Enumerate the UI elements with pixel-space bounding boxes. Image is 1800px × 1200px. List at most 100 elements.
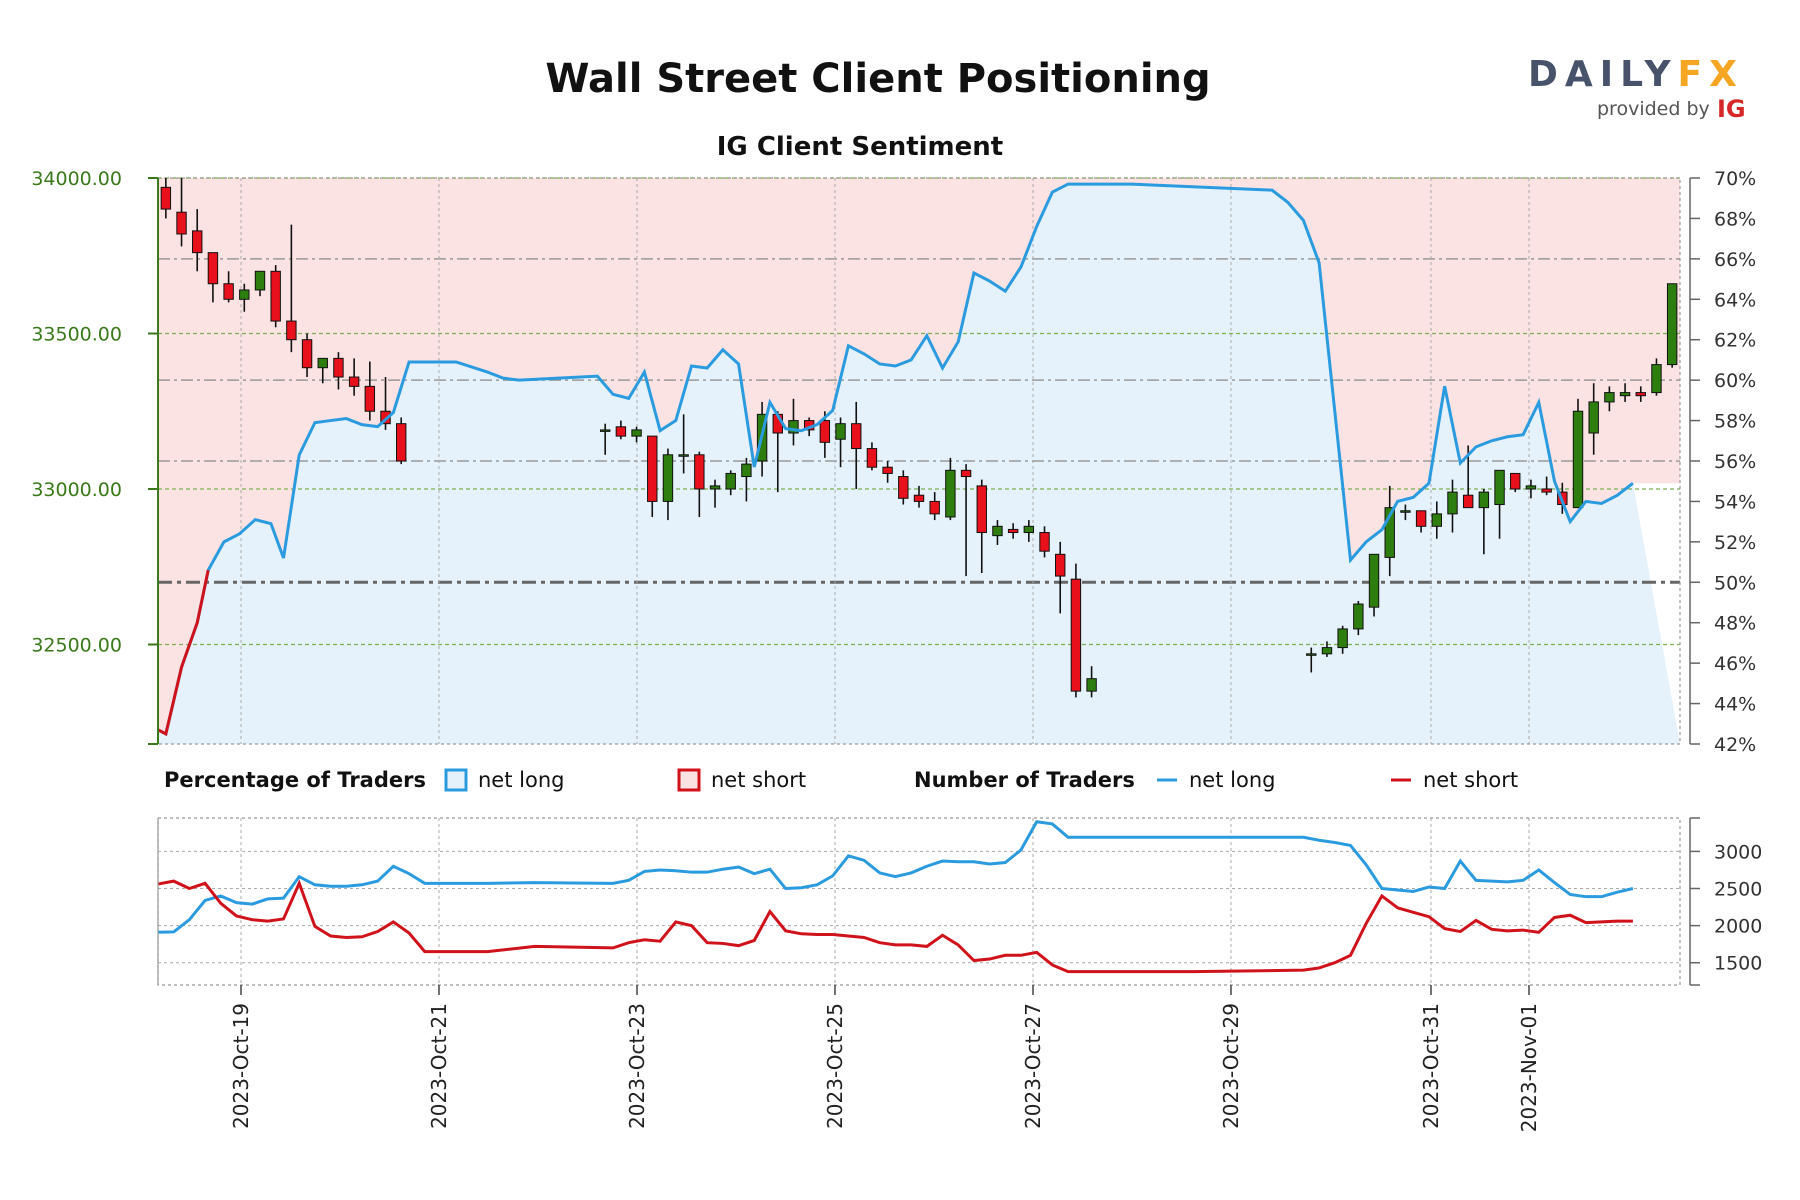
percent-tick-label: 52% [1714,532,1756,554]
candle-body [1055,553,1066,577]
dailyfx-logo: DAILYFX provided by IG [1528,54,1746,123]
traders-tick-label: 2000 [1714,916,1762,938]
candle-body [1431,513,1443,527]
candle-body [1604,392,1615,403]
candle-body [1462,494,1474,509]
legend-pct-short-swatch [677,768,701,792]
candle-body [960,469,972,478]
percent-tick-label: 46% [1714,653,1756,675]
candle-body [741,463,752,478]
bottom-gridlines [157,817,1681,986]
candle-body [929,500,940,515]
percent-axis: 70% 68% 66% 64% 62% 60% 58% 56% 54% 52% 50% 48% 46% 4… [1689,168,1756,756]
percent-tick-label: 60% [1714,370,1756,392]
candle-body [380,410,391,425]
candle-body [599,429,611,432]
bottom-frame [157,817,1681,986]
candle-body [913,494,925,502]
legend-pct-short-label: net short [711,768,806,792]
candle-body [788,420,799,434]
traders-tick-label: 2500 [1714,879,1762,901]
candle-body [1510,472,1521,490]
price-sentiment-panel: 34000.00 33500.00 33000.00 32500.00 70% 68% 6… [31,168,1756,756]
percent-tick-label: 64% [1714,289,1756,311]
percent-tick-label: 66% [1714,249,1756,271]
candle-body [1478,491,1490,509]
candle-body [1070,578,1082,692]
price-tick-label: 34000.00 [31,168,122,190]
date-tick-label: 2023-Oct-29 [1219,1003,1243,1129]
candle-body [1023,525,1035,534]
brand-daily: DAILY [1528,54,1678,95]
price-tick-label: 33000.00 [31,479,122,501]
percent-tick-label: 48% [1714,613,1756,635]
chart-title: Wall Street Client Positioning [545,56,1210,102]
net-short-pct-line [157,569,210,737]
candle-body [851,423,862,450]
date-axis: 2023-Oct-19 2023-Oct-21 2023-Oct-23 2023-Oc… [157,818,1541,1132]
candle-body [1086,678,1097,692]
percent-tick-label: 42% [1714,734,1756,756]
percent-tick-label: 50% [1714,572,1756,594]
date-tick-label: 2023-Oct-31 [1419,1003,1443,1129]
percent-tick-label: 56% [1714,451,1756,473]
percent-tick-label: 54% [1714,491,1756,513]
candle-body [1541,488,1552,493]
candle-body [1337,628,1348,649]
percent-tick-label: 58% [1714,411,1756,433]
legend-num-long-label: net long [1189,768,1275,792]
percent-tick-label: 44% [1714,694,1756,716]
candle-body [866,448,878,468]
candle-body [647,435,658,502]
brand-provided-by: provided by [1597,98,1710,120]
percent-tick-label: 62% [1714,330,1756,352]
percent-tick-label: 70% [1714,168,1756,190]
candle-body [1494,469,1505,506]
candle-body [1588,401,1599,434]
price-tick-label: 32500.00 [31,634,122,656]
candle-body [1384,507,1395,558]
candle-body [1447,491,1458,515]
candle-body [1400,510,1411,513]
price-candles [160,178,1678,698]
candle-body [992,525,1003,537]
candle-body [1306,653,1317,656]
net-long-count-line [157,820,1634,934]
candle-body [1635,392,1646,397]
candle-body [945,469,956,518]
candle-body [694,454,705,490]
svg-text:DAILYFX: DAILYFX [1528,54,1744,95]
date-tick-label: 2023-Oct-25 [823,1003,847,1129]
candle-body [1651,364,1662,394]
candle-body [1666,283,1678,366]
price-axis: 34000.00 33500.00 33000.00 32500.00 [31,168,159,745]
legend-num-header: Number of Traders [914,768,1135,792]
chart-subtitle: IG Client Sentiment [717,132,1003,162]
date-tick-label: 2023-Nov-01 [1517,1003,1541,1132]
candle-body [395,423,407,462]
candle-body [709,485,721,490]
candle-body [662,454,674,502]
date-tick-label: 2023-Oct-27 [1021,1003,1045,1129]
candle-body [1368,553,1380,608]
main-gridlines [157,177,1681,745]
candle-body [317,357,328,369]
candle-body [207,252,219,285]
candle-body [333,357,344,378]
candle-body [976,485,987,534]
candle-body [1353,603,1364,630]
candle-body [1007,528,1019,534]
price-tick-label: 33500.00 [31,323,122,345]
brand-ig: IG [1717,95,1746,123]
candle-body [725,472,736,490]
brand-fx: FX [1678,54,1744,95]
candle-body [1619,392,1631,397]
date-tick-label: 2023-Oct-23 [625,1003,649,1129]
legend-num-short-label: net short [1423,768,1518,792]
candle-body [348,376,360,387]
candle-body [239,289,250,300]
candle-body [364,385,376,412]
candle-body [1572,410,1584,509]
trader-count-panel: 3000 2500 2000 1500 [157,817,1762,986]
traders-tick-label: 3000 [1714,841,1762,863]
